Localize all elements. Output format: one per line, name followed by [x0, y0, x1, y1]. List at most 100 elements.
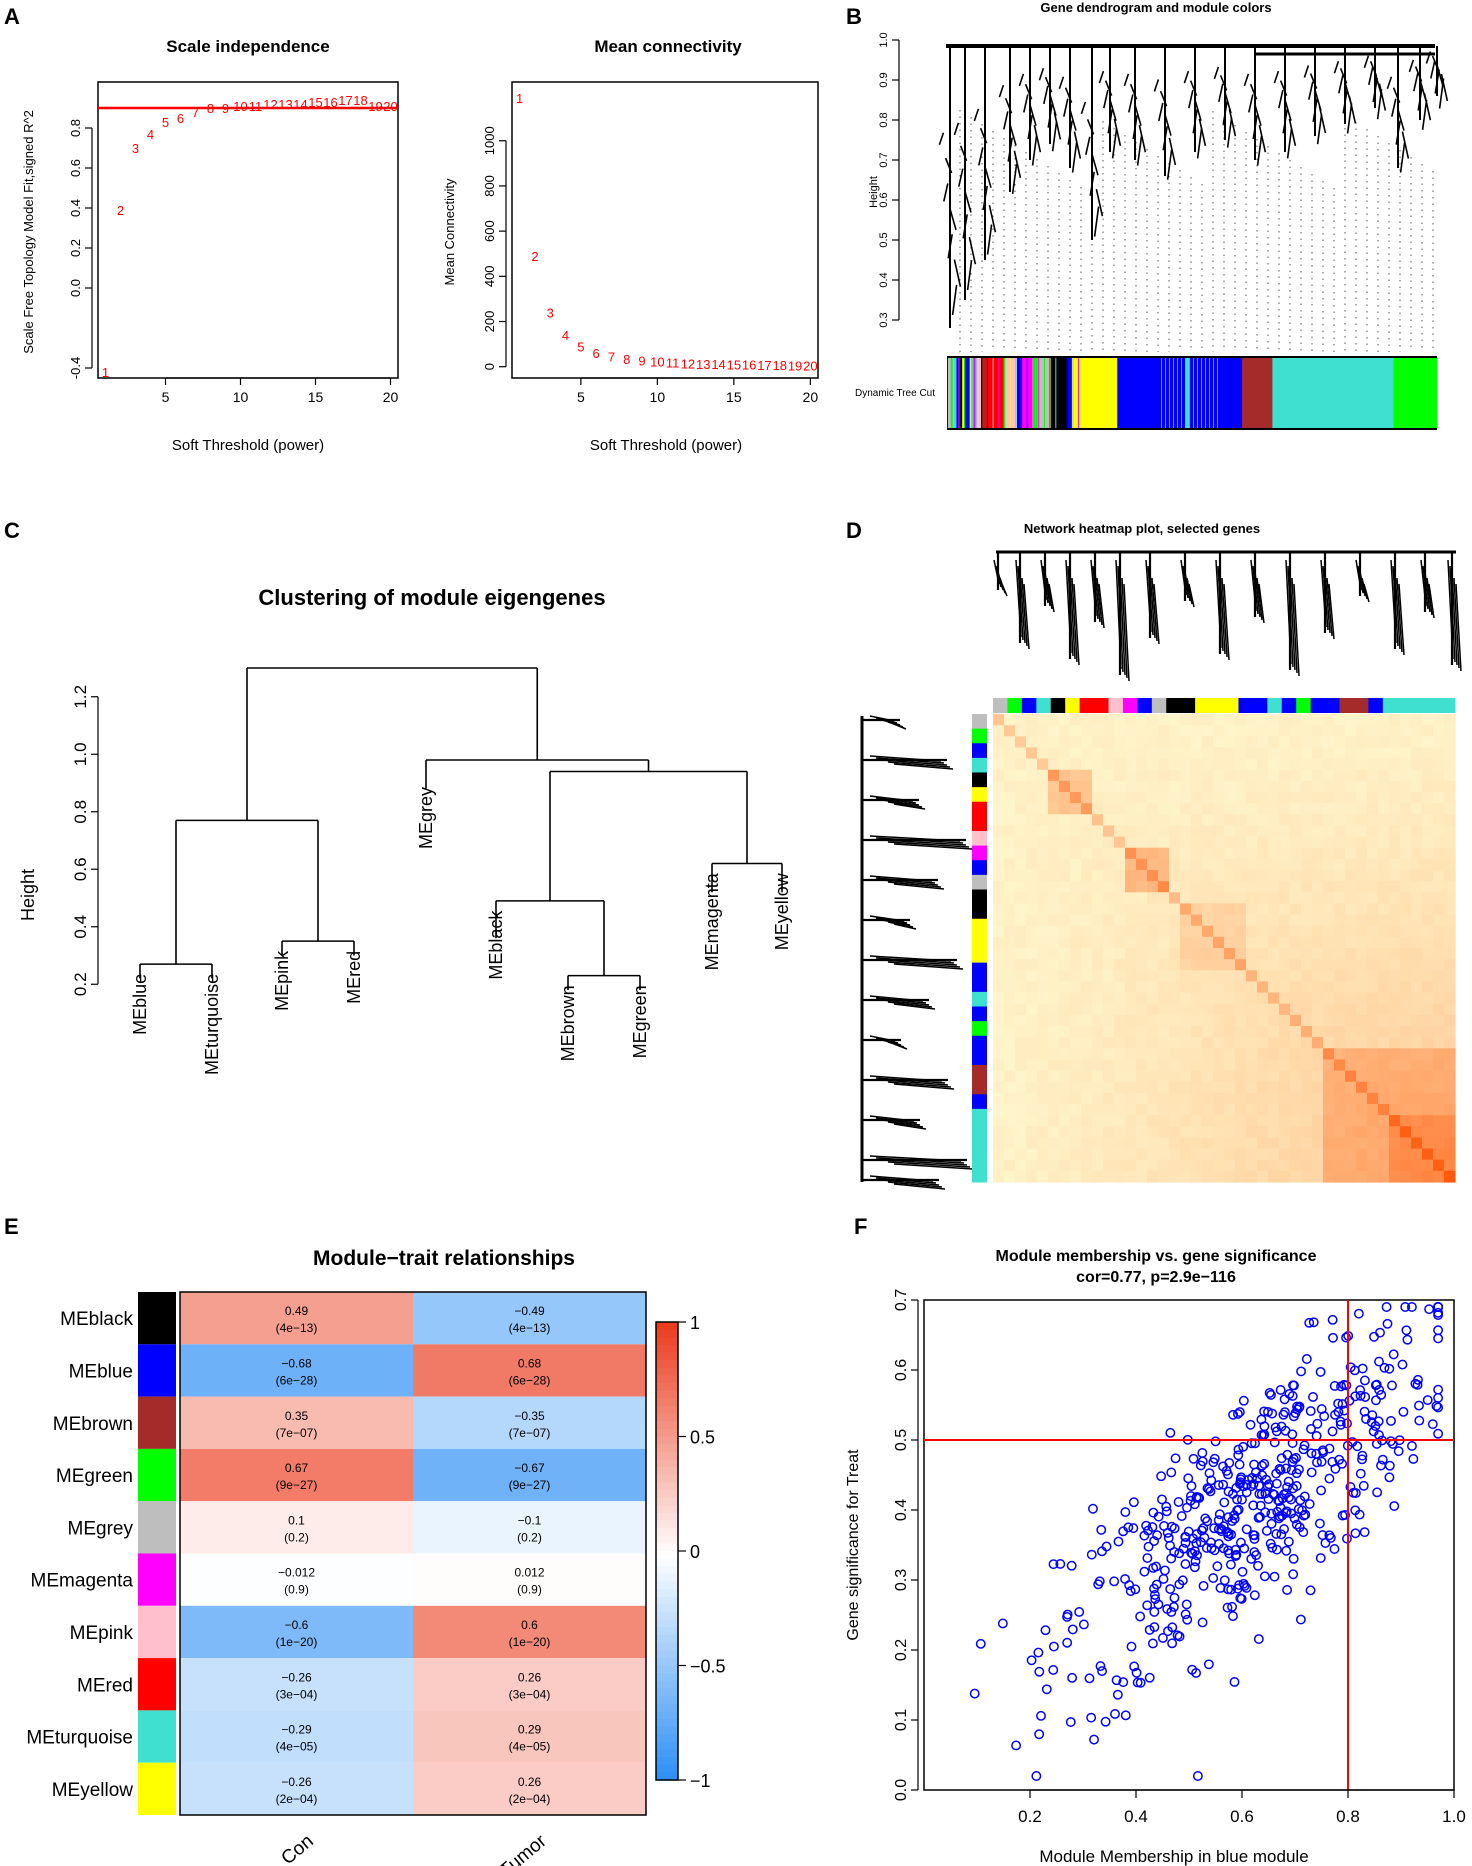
heat-cell	[1356, 925, 1368, 938]
heat-cell	[1125, 747, 1137, 760]
cell-pvalue: (4e−13)	[276, 1321, 318, 1335]
heat-cell	[1213, 1104, 1225, 1116]
heat-cell	[1334, 981, 1346, 994]
heat-cell	[1136, 1048, 1148, 1061]
heat-cell	[1114, 714, 1126, 726]
power-label: 19	[788, 358, 802, 373]
heat-cell	[1048, 825, 1060, 838]
heat-cell	[1202, 925, 1214, 938]
tree-branch	[875, 877, 936, 884]
heat-cell	[1444, 858, 1456, 871]
tree-branch	[1162, 126, 1168, 151]
heat-cell	[1444, 903, 1456, 916]
heat-cell	[1213, 758, 1225, 771]
heat-cell	[1290, 769, 1302, 782]
heat-cell	[1158, 858, 1170, 871]
heat-cell	[1092, 1104, 1104, 1116]
tree-branch	[869, 835, 961, 842]
y-tick-label: 0.4	[878, 272, 890, 287]
heat-cell	[1389, 1070, 1401, 1083]
heat-cell	[1444, 725, 1456, 737]
heat-cell	[1323, 914, 1335, 927]
heat-cell	[1114, 970, 1126, 983]
module-swatch-yellow	[138, 1762, 176, 1815]
tree-branch	[1278, 90, 1284, 109]
heat-cell	[1389, 736, 1401, 749]
legend-step	[656, 1451, 678, 1460]
gene-point	[1366, 1417, 1377, 1428]
heat-cell	[1037, 1003, 1049, 1016]
tree-branch	[1023, 583, 1030, 650]
heat-cell	[1202, 1126, 1214, 1139]
heat-cell	[1323, 847, 1335, 860]
legend-step	[656, 1421, 678, 1430]
gene-point	[1388, 1349, 1399, 1360]
heat-cell	[1015, 925, 1027, 938]
power-label: 1	[102, 365, 109, 380]
heat-cell	[993, 747, 1005, 760]
heat-cell	[1026, 925, 1038, 938]
heat-cell	[1026, 1137, 1038, 1150]
heat-cell	[1147, 959, 1159, 971]
tree-branch	[1333, 61, 1340, 74]
heat-cell	[1059, 1115, 1071, 1127]
heat-cell	[1334, 747, 1346, 760]
heat-cell	[1136, 825, 1148, 838]
heat-cell	[1235, 1070, 1247, 1083]
power-label: 7	[608, 350, 615, 365]
heat-cell	[1235, 1037, 1247, 1049]
heat-cell	[1367, 1104, 1379, 1116]
gene-point	[1218, 1521, 1229, 1532]
gene-point	[1286, 1465, 1297, 1476]
heat-cell	[1158, 780, 1170, 793]
heat-cell	[1169, 758, 1181, 771]
heat-cell	[1433, 736, 1445, 749]
legend-step	[656, 1741, 678, 1751]
tree-branch	[893, 963, 964, 970]
gene-point	[1150, 1594, 1161, 1605]
heat-cell	[1279, 792, 1291, 804]
heat-cell	[1202, 959, 1214, 971]
left-gene-tree	[860, 715, 974, 1190]
heat-cell	[1422, 803, 1434, 815]
heat-cell	[1026, 948, 1038, 960]
legend-tick-label: 0.5	[690, 1428, 715, 1448]
heat-cell	[1257, 814, 1269, 827]
gene-point	[1209, 1523, 1220, 1534]
heat-cell	[1444, 936, 1456, 949]
left-module-bar	[972, 714, 987, 1183]
heat-cell	[1422, 1048, 1434, 1061]
heat-cell	[1334, 959, 1346, 971]
heat-cell	[1169, 1014, 1181, 1027]
heat-cell	[1081, 792, 1093, 804]
heat-cell	[1158, 892, 1170, 905]
tree-branch	[881, 1119, 921, 1126]
heat-cell	[1147, 1092, 1159, 1105]
heat-cell	[1125, 814, 1137, 827]
left-bar-blue	[972, 1050, 987, 1066]
cells-frame	[179, 1291, 647, 1816]
gene-point	[1413, 1374, 1423, 1385]
gene-point	[1289, 1513, 1300, 1524]
tree-branch	[1092, 565, 1099, 620]
heat-cell	[1158, 747, 1170, 760]
heat-cell	[1103, 847, 1115, 860]
gene-point	[1186, 1481, 1197, 1491]
tree-branch	[887, 921, 914, 928]
heat-cell	[1092, 948, 1104, 960]
heat-cell	[1301, 914, 1313, 927]
tree-branch	[893, 1083, 955, 1090]
heat-cell	[1147, 1170, 1159, 1183]
heat-cell	[1323, 870, 1335, 882]
heat-cell	[1004, 1037, 1016, 1049]
module-segment-red	[984, 357, 1005, 429]
heat-cell	[1114, 892, 1126, 905]
heat-cell	[1004, 836, 1016, 849]
tree-branch	[1438, 78, 1445, 109]
heat-cell	[1268, 925, 1280, 938]
heat-cell	[1004, 1048, 1016, 1061]
heat-cell	[1004, 814, 1016, 827]
legend-step	[656, 1604, 678, 1613]
heat-cell	[1290, 925, 1302, 938]
heat-cell	[1114, 792, 1126, 804]
